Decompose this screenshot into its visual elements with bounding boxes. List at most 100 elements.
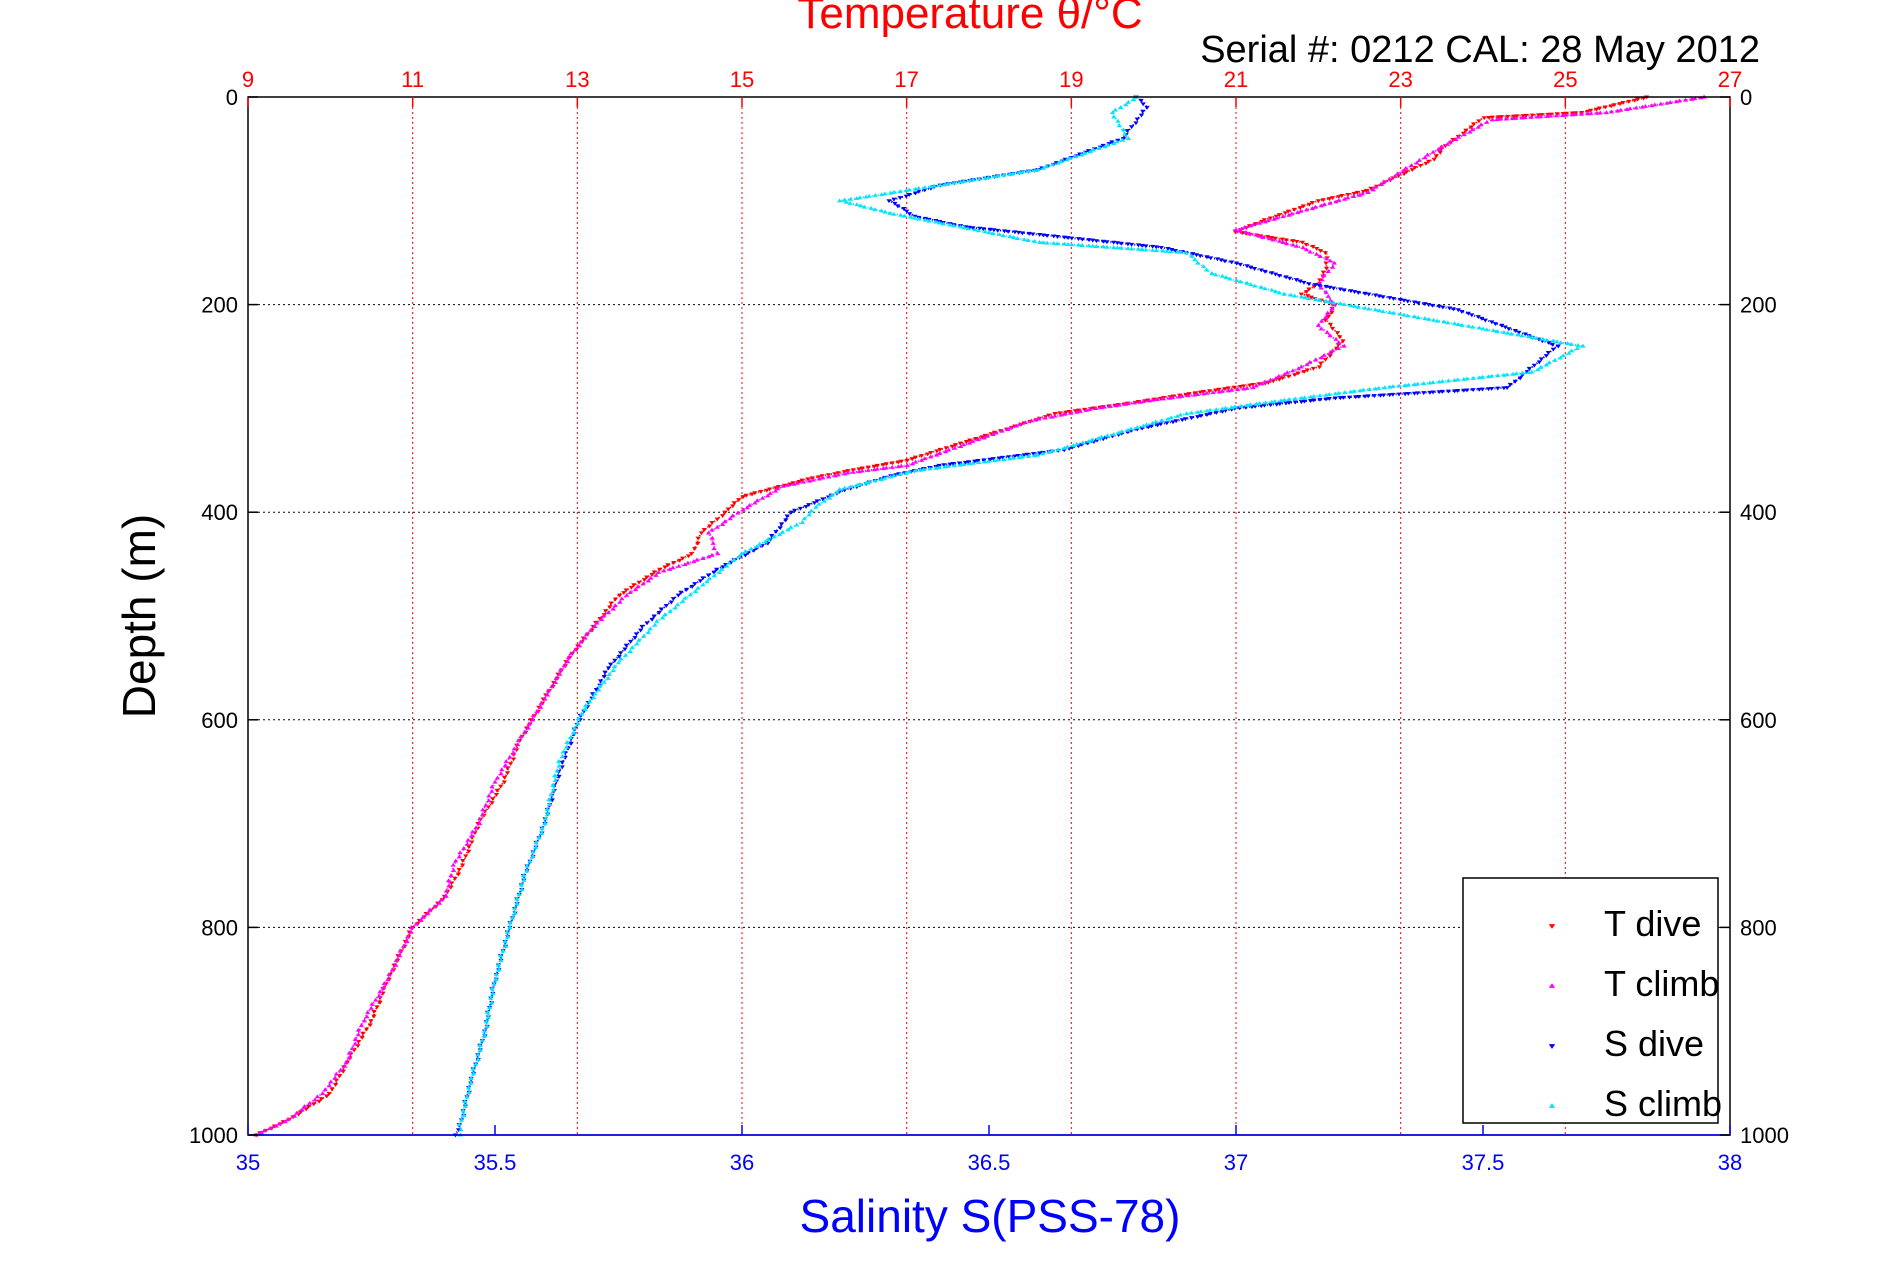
data-point: [970, 226, 976, 231]
data-point: [1114, 245, 1121, 250]
data-point: [1341, 302, 1347, 307]
data-point: [470, 1071, 477, 1076]
data-point: [557, 667, 564, 672]
data-point: [805, 477, 811, 482]
data-point: [1490, 328, 1497, 333]
data-point: [1307, 249, 1313, 254]
data-point: [730, 504, 736, 509]
data-point: [498, 958, 504, 962]
data-point: [951, 223, 957, 228]
data-point: [1308, 295, 1314, 300]
data-point: [1069, 242, 1075, 247]
data-point: [1248, 223, 1254, 228]
data-point: [970, 460, 976, 465]
data-point: [1093, 239, 1100, 244]
data-point: [1049, 448, 1055, 453]
data-point: [438, 897, 444, 902]
data-point: [787, 482, 793, 487]
data-point: [985, 458, 991, 463]
data-point: [360, 1031, 366, 1036]
data-point: [1436, 390, 1442, 395]
data-point: [516, 892, 522, 896]
data-point: [594, 620, 600, 625]
data-point: [1427, 390, 1433, 395]
data-point: [1070, 443, 1077, 447]
data-point: [1633, 105, 1639, 110]
data-point: [1293, 278, 1300, 283]
data-point: [837, 487, 843, 491]
y-axis-label: Depth (m): [113, 514, 165, 718]
data-point: [695, 541, 701, 546]
data-point: [560, 754, 566, 759]
data-point: [685, 554, 692, 559]
data-point: [1469, 313, 1475, 318]
data-point: [980, 227, 987, 232]
data-point: [499, 767, 505, 772]
data-point: [466, 845, 472, 850]
data-point: [1191, 392, 1197, 397]
data-point: [1332, 396, 1338, 401]
data-point: [1064, 157, 1070, 162]
data-point: [1594, 110, 1600, 115]
data-point: [1580, 343, 1586, 348]
data-point: [1317, 254, 1323, 258]
data-point: [1317, 398, 1323, 402]
data-point: [1310, 366, 1316, 371]
data-point: [1341, 288, 1347, 293]
data-point: [1545, 350, 1551, 355]
data-point: [1074, 409, 1080, 414]
data-point: [1054, 235, 1061, 239]
data-point: [1459, 309, 1465, 314]
data-point: [1213, 272, 1219, 277]
data-point: [1417, 163, 1424, 168]
data-point: [1431, 317, 1437, 322]
data-point: [649, 572, 655, 577]
data-point: [1366, 306, 1372, 311]
data-point: [563, 744, 570, 749]
data-point: [1381, 179, 1387, 184]
data-point: [1331, 286, 1337, 291]
data-point: [1276, 373, 1282, 378]
data-point: [1303, 247, 1310, 252]
data-point: [1465, 311, 1471, 316]
data-point: [1213, 410, 1219, 415]
data-point: [967, 440, 973, 445]
data-point: [651, 614, 657, 619]
data-point: [903, 188, 909, 193]
data-point: [1342, 390, 1348, 395]
data-point: [1204, 390, 1210, 395]
data-point: [709, 535, 715, 540]
data-point: [1244, 264, 1250, 269]
data-point: [545, 688, 551, 693]
data-point: [694, 557, 700, 562]
data-point: [1272, 289, 1279, 294]
data-point: [928, 454, 934, 459]
data-point: [1308, 399, 1314, 403]
data-point: [1266, 236, 1273, 241]
data-point: [878, 208, 885, 213]
data-point: [984, 433, 990, 438]
data-point: [494, 775, 501, 780]
data-point: [1511, 114, 1517, 119]
data-point: [1198, 414, 1204, 419]
data-point: [328, 1079, 334, 1084]
data-point: [1061, 445, 1067, 450]
data-point: [465, 837, 471, 842]
data-point: [1459, 323, 1465, 327]
data-point: [1403, 165, 1409, 170]
data-point: [662, 612, 668, 617]
data-point: [1259, 381, 1265, 386]
data-point: [492, 779, 498, 784]
data-point: [709, 552, 715, 557]
data-point: [1470, 122, 1477, 127]
data-point: [611, 664, 618, 669]
data-point: [1330, 348, 1336, 353]
data-point: [1585, 111, 1591, 116]
data-point: [546, 797, 552, 802]
data-point: [887, 210, 893, 215]
data-point: [975, 228, 982, 233]
data-point: [1238, 403, 1244, 408]
data-point: [1461, 132, 1467, 137]
data-point: [365, 1010, 371, 1015]
data-point: [906, 193, 912, 197]
